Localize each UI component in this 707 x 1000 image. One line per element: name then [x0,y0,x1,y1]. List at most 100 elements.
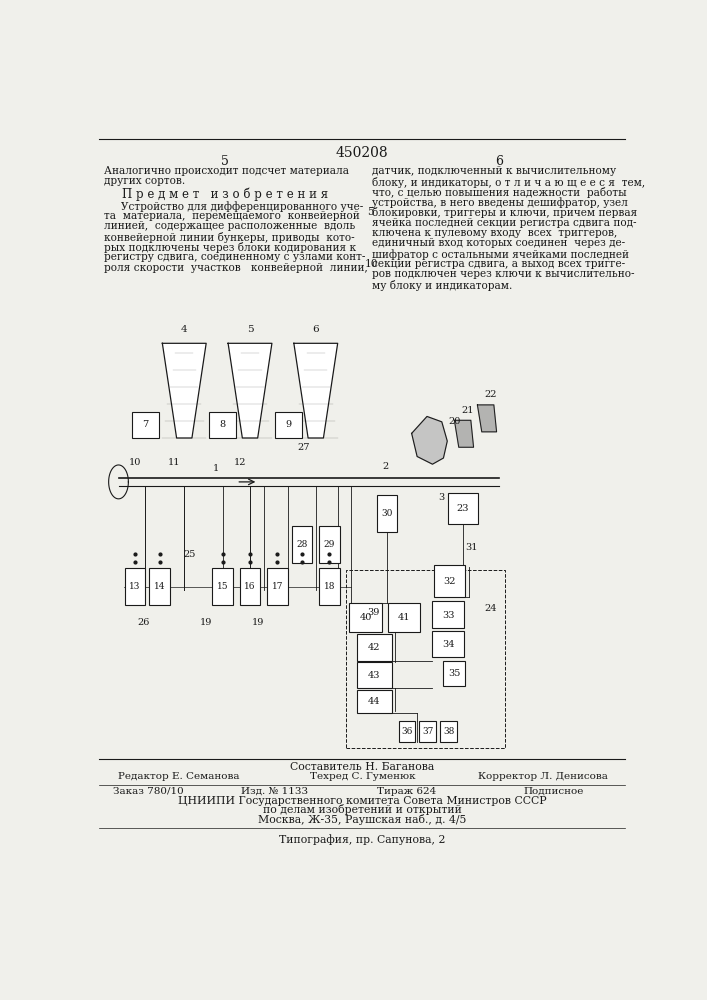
Text: по делам изобретений и открытий: по делам изобретений и открытий [263,804,462,815]
Text: 3: 3 [438,493,445,502]
Text: Подписное: Подписное [524,787,584,796]
Bar [357,634,392,661]
Text: что, с целью повышения надежности  работы: что, с целью повышения надежности работы [372,187,627,198]
Text: 39: 39 [367,608,380,617]
Bar [419,721,436,742]
Bar [433,601,464,628]
Text: Заказ 780/10: Заказ 780/10 [113,787,184,796]
Text: 43: 43 [368,671,380,680]
Text: 26: 26 [137,618,149,627]
Text: Устройство для дифференцированного уче-: Устройство для дифференцированного уче- [104,201,363,212]
Text: рых подключены через блоки кодирования к: рых подключены через блоки кодирования к [104,242,356,253]
Text: роля скорости  участков   конвейерной  линии,: роля скорости участков конвейерной линии… [104,263,368,273]
Text: П р е д м е т   и з о б р е т е н и я: П р е д м е т и з о б р е т е н и я [122,188,329,201]
Text: 2: 2 [382,462,388,471]
Text: Редактор Е. Семанова: Редактор Е. Семанова [118,772,240,781]
Text: ключена к пулевому входу  всех  триггеров,: ключена к пулевому входу всех триггеров, [372,228,617,238]
Text: 41: 41 [398,613,410,622]
Text: Аналогично происходит подсчет материала: Аналогично происходит подсчет материала [104,166,349,176]
Text: Москва, Ж-35, Раушская наб., д. 4/5: Москва, Ж-35, Раушская наб., д. 4/5 [258,814,467,825]
Text: 5: 5 [367,207,373,217]
Text: 18: 18 [324,582,335,591]
Text: 7: 7 [142,420,148,429]
Text: 32: 32 [443,577,456,586]
Text: 16: 16 [244,582,256,591]
Bar [349,603,382,632]
Text: 30: 30 [381,509,392,518]
Text: 4: 4 [181,325,187,334]
Text: му блоку и индикаторам.: му блоку и индикаторам. [372,280,513,291]
Bar [124,568,146,605]
Text: 9: 9 [286,420,291,429]
Text: линией,  содержащее расположенные  вдоль: линией, содержащее расположенные вдоль [104,221,355,231]
Bar [433,631,464,657]
Text: 42: 42 [368,643,380,652]
Text: 22: 22 [485,390,497,399]
Text: 6: 6 [312,325,319,334]
Bar [443,661,465,686]
Text: 34: 34 [442,640,455,649]
Bar [357,690,392,713]
Text: других сортов.: других сортов. [104,176,185,186]
Bar [267,568,288,605]
Bar [399,721,415,742]
Polygon shape [294,343,338,438]
Text: 11: 11 [168,458,181,467]
Text: 17: 17 [271,582,284,591]
Text: 10: 10 [365,259,378,269]
Text: 36: 36 [402,727,413,736]
Bar [132,412,159,438]
Text: 5: 5 [221,155,229,168]
Polygon shape [228,343,272,438]
Polygon shape [163,343,206,438]
Text: 29: 29 [324,540,335,549]
Text: Составитель Н. Баганова: Составитель Н. Баганова [290,762,435,772]
Text: 27: 27 [297,443,310,452]
Bar [377,495,397,532]
Bar [433,565,465,597]
Text: 12: 12 [234,458,247,467]
Text: 21: 21 [462,406,474,415]
Text: устройства, в него введены дешифратор, узел: устройства, в него введены дешифратор, у… [372,197,628,208]
Bar [440,721,457,742]
Text: ячейка последней секции регистра сдвига под-: ячейка последней секции регистра сдвига … [372,218,637,228]
Polygon shape [455,420,474,447]
Text: единичный вход которых соединен  через де-: единичный вход которых соединен через де… [372,238,625,248]
Bar [319,526,340,563]
Bar [149,568,170,605]
Text: ров подключен через ключи к вычислительно-: ров подключен через ключи к вычислительн… [372,269,635,279]
Text: 31: 31 [466,543,478,552]
Text: секции регистра сдвига, а выход всех тригге-: секции регистра сдвига, а выход всех три… [372,259,625,269]
Bar [387,603,421,632]
Text: 25: 25 [184,550,196,559]
Text: 35: 35 [448,669,460,678]
Text: 24: 24 [485,604,497,613]
Text: конвейерной линии бункеры, приводы  кото-: конвейерной линии бункеры, приводы кото- [104,232,354,243]
Text: 14: 14 [154,582,165,591]
Bar [357,662,392,688]
Text: 5: 5 [247,325,253,334]
Bar [292,526,312,563]
Text: 28: 28 [296,540,308,549]
Text: 15: 15 [217,582,228,591]
Text: 37: 37 [422,727,434,736]
Text: 10: 10 [129,458,141,467]
Text: Корректор Л. Денисова: Корректор Л. Денисова [478,772,608,781]
Text: 19: 19 [200,618,212,627]
Text: 13: 13 [129,582,141,591]
Text: 19: 19 [252,618,264,627]
Bar [212,568,233,605]
Text: 23: 23 [456,504,469,513]
Polygon shape [411,416,448,464]
Text: блокировки, триггеры и ключи, причем первая: блокировки, триггеры и ключи, причем пер… [372,207,638,218]
Bar [448,493,478,524]
Text: датчик, подключенный к вычислительному: датчик, подключенный к вычислительному [372,166,617,176]
Text: 40: 40 [359,613,372,622]
Text: Техред С. Гуменюк: Техред С. Гуменюк [310,772,415,781]
Text: 450208: 450208 [336,146,389,160]
Text: 1: 1 [213,464,219,473]
Text: Изд. № 1133: Изд. № 1133 [241,787,308,796]
Text: ЦНИИПИ Государственного комитета Совета Министров СССР: ЦНИИПИ Государственного комитета Совета … [178,796,547,806]
Polygon shape [477,405,496,432]
Text: блоку, и индикаторы, о т л и ч а ю щ е е с я  тем,: блоку, и индикаторы, о т л и ч а ю щ е е… [372,177,645,188]
